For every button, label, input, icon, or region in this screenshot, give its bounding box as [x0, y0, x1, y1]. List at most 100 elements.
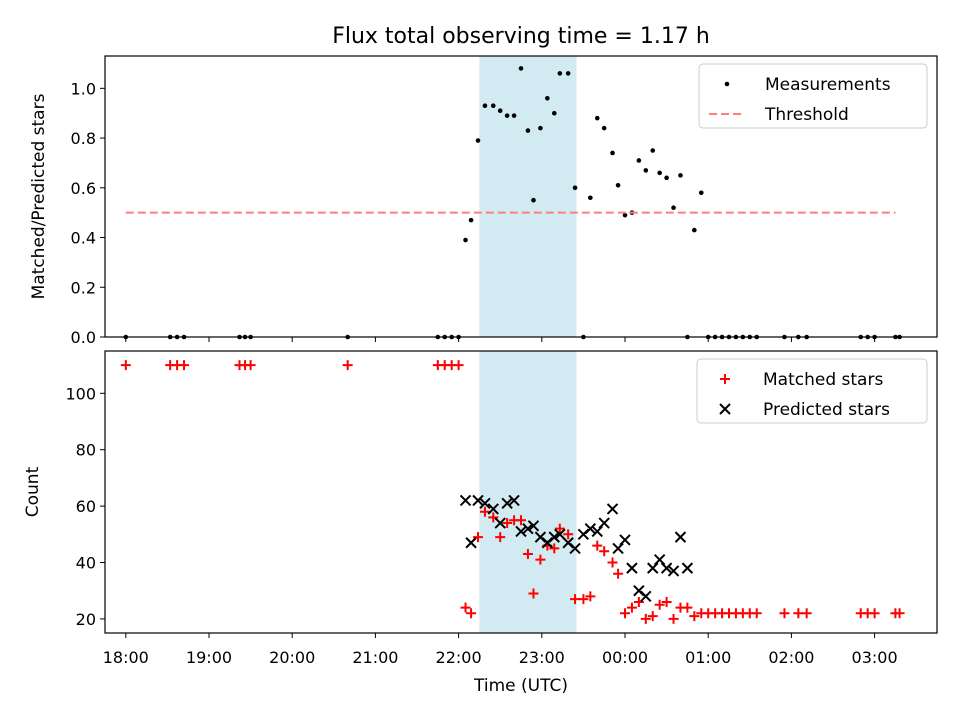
x-tick-label: 23:00 [519, 648, 565, 667]
data-point [681, 562, 694, 574]
data-point [671, 205, 676, 210]
y-axis-label: Count [23, 466, 43, 517]
data-point [554, 528, 566, 541]
data-point [643, 168, 649, 173]
data-point [626, 602, 637, 613]
y-tick-label: 40 [76, 554, 96, 573]
legend-label: Threshold [764, 105, 849, 125]
y-axis-label: Matched/Predicted stars [29, 93, 49, 299]
data-point [654, 599, 665, 610]
data-point [482, 103, 488, 109]
x-tick-label: 22:00 [436, 648, 482, 667]
data-point [466, 608, 477, 619]
data-point [494, 517, 506, 529]
y-tick-label: 0.2 [71, 278, 96, 297]
data-point [689, 611, 700, 622]
data-point [674, 531, 687, 543]
data-point [487, 503, 499, 515]
y-tick-label: 100 [65, 384, 96, 403]
legend: Measurements Threshold [698, 63, 928, 129]
highlight-span [479, 351, 577, 633]
data-point [640, 613, 651, 624]
data-point [612, 542, 624, 555]
data-point [636, 158, 642, 163]
y-tick-label: 0.4 [71, 229, 96, 248]
y-tick-label: 0.6 [71, 179, 96, 198]
data-point [668, 613, 679, 624]
x-tick-label: 03:00 [852, 648, 898, 667]
data-point [535, 554, 546, 565]
legend-swatch [719, 403, 731, 415]
legend: Matched stars Predicted stars [696, 358, 928, 424]
data-point [647, 611, 658, 622]
data-point [585, 591, 596, 602]
data-point [549, 543, 560, 554]
data-point [650, 148, 656, 153]
data-point [578, 594, 589, 605]
x-tick-label: 19:00 [186, 648, 232, 667]
data-point [622, 212, 628, 218]
y-tick-label: 60 [76, 497, 96, 516]
data-point [592, 540, 603, 551]
data-point [488, 512, 499, 523]
data-point [678, 173, 683, 178]
data-point [548, 531, 560, 543]
data-point [801, 608, 812, 619]
data-point [531, 197, 536, 203]
series-matched-stars [120, 360, 905, 624]
data-point [179, 360, 190, 371]
data-point [522, 549, 533, 560]
x-axis-label: Time (UTC) [473, 676, 568, 696]
x-tick-label: 20:00 [269, 648, 315, 667]
data-point [619, 534, 631, 546]
x-tick-label: 00:00 [602, 648, 648, 667]
data-point [508, 494, 520, 507]
data-point [497, 108, 503, 114]
data-point [588, 195, 593, 201]
data-point [516, 515, 526, 526]
data-point [459, 494, 472, 507]
data-point [545, 95, 550, 101]
data-point [606, 503, 619, 515]
data-point [572, 185, 578, 191]
data-point [591, 525, 603, 538]
highlight-span [479, 56, 577, 337]
data-point [610, 150, 615, 156]
data-point [682, 602, 693, 613]
axes-frame [104, 350, 938, 634]
data-point [601, 125, 607, 131]
data-point [475, 138, 481, 143]
data-point [869, 608, 880, 619]
legend-swatch [724, 81, 730, 87]
data-point [563, 529, 574, 540]
data-point [647, 562, 659, 574]
data-point [465, 537, 477, 549]
data-point [460, 602, 471, 613]
y-tick-label: 0.0 [71, 328, 96, 347]
ratio-panel: 0.0 0.2 0.4 0.6 0.8 1.0 Matched/Predicted star… [29, 55, 938, 347]
data-point [518, 66, 524, 71]
data-point [620, 608, 630, 619]
data-point [554, 523, 565, 534]
legend-swatch [720, 374, 730, 384]
data-point [490, 103, 496, 109]
data-point [584, 522, 597, 535]
data-point [551, 110, 557, 116]
data-point [894, 608, 905, 619]
data-point [468, 217, 474, 223]
data-point [594, 115, 600, 121]
y-tick-label: 0.8 [71, 129, 96, 148]
data-point [479, 506, 490, 517]
y-tick-label: 20 [76, 610, 96, 629]
data-point [661, 596, 672, 607]
data-point [495, 532, 506, 543]
data-point [657, 170, 662, 176]
data-point [557, 71, 563, 76]
y-tick-label: 80 [76, 441, 96, 460]
data-point [504, 113, 510, 118]
legend-label: Measurements [765, 75, 891, 95]
data-point [479, 497, 491, 509]
data-point [607, 557, 618, 568]
data-point [640, 590, 652, 603]
